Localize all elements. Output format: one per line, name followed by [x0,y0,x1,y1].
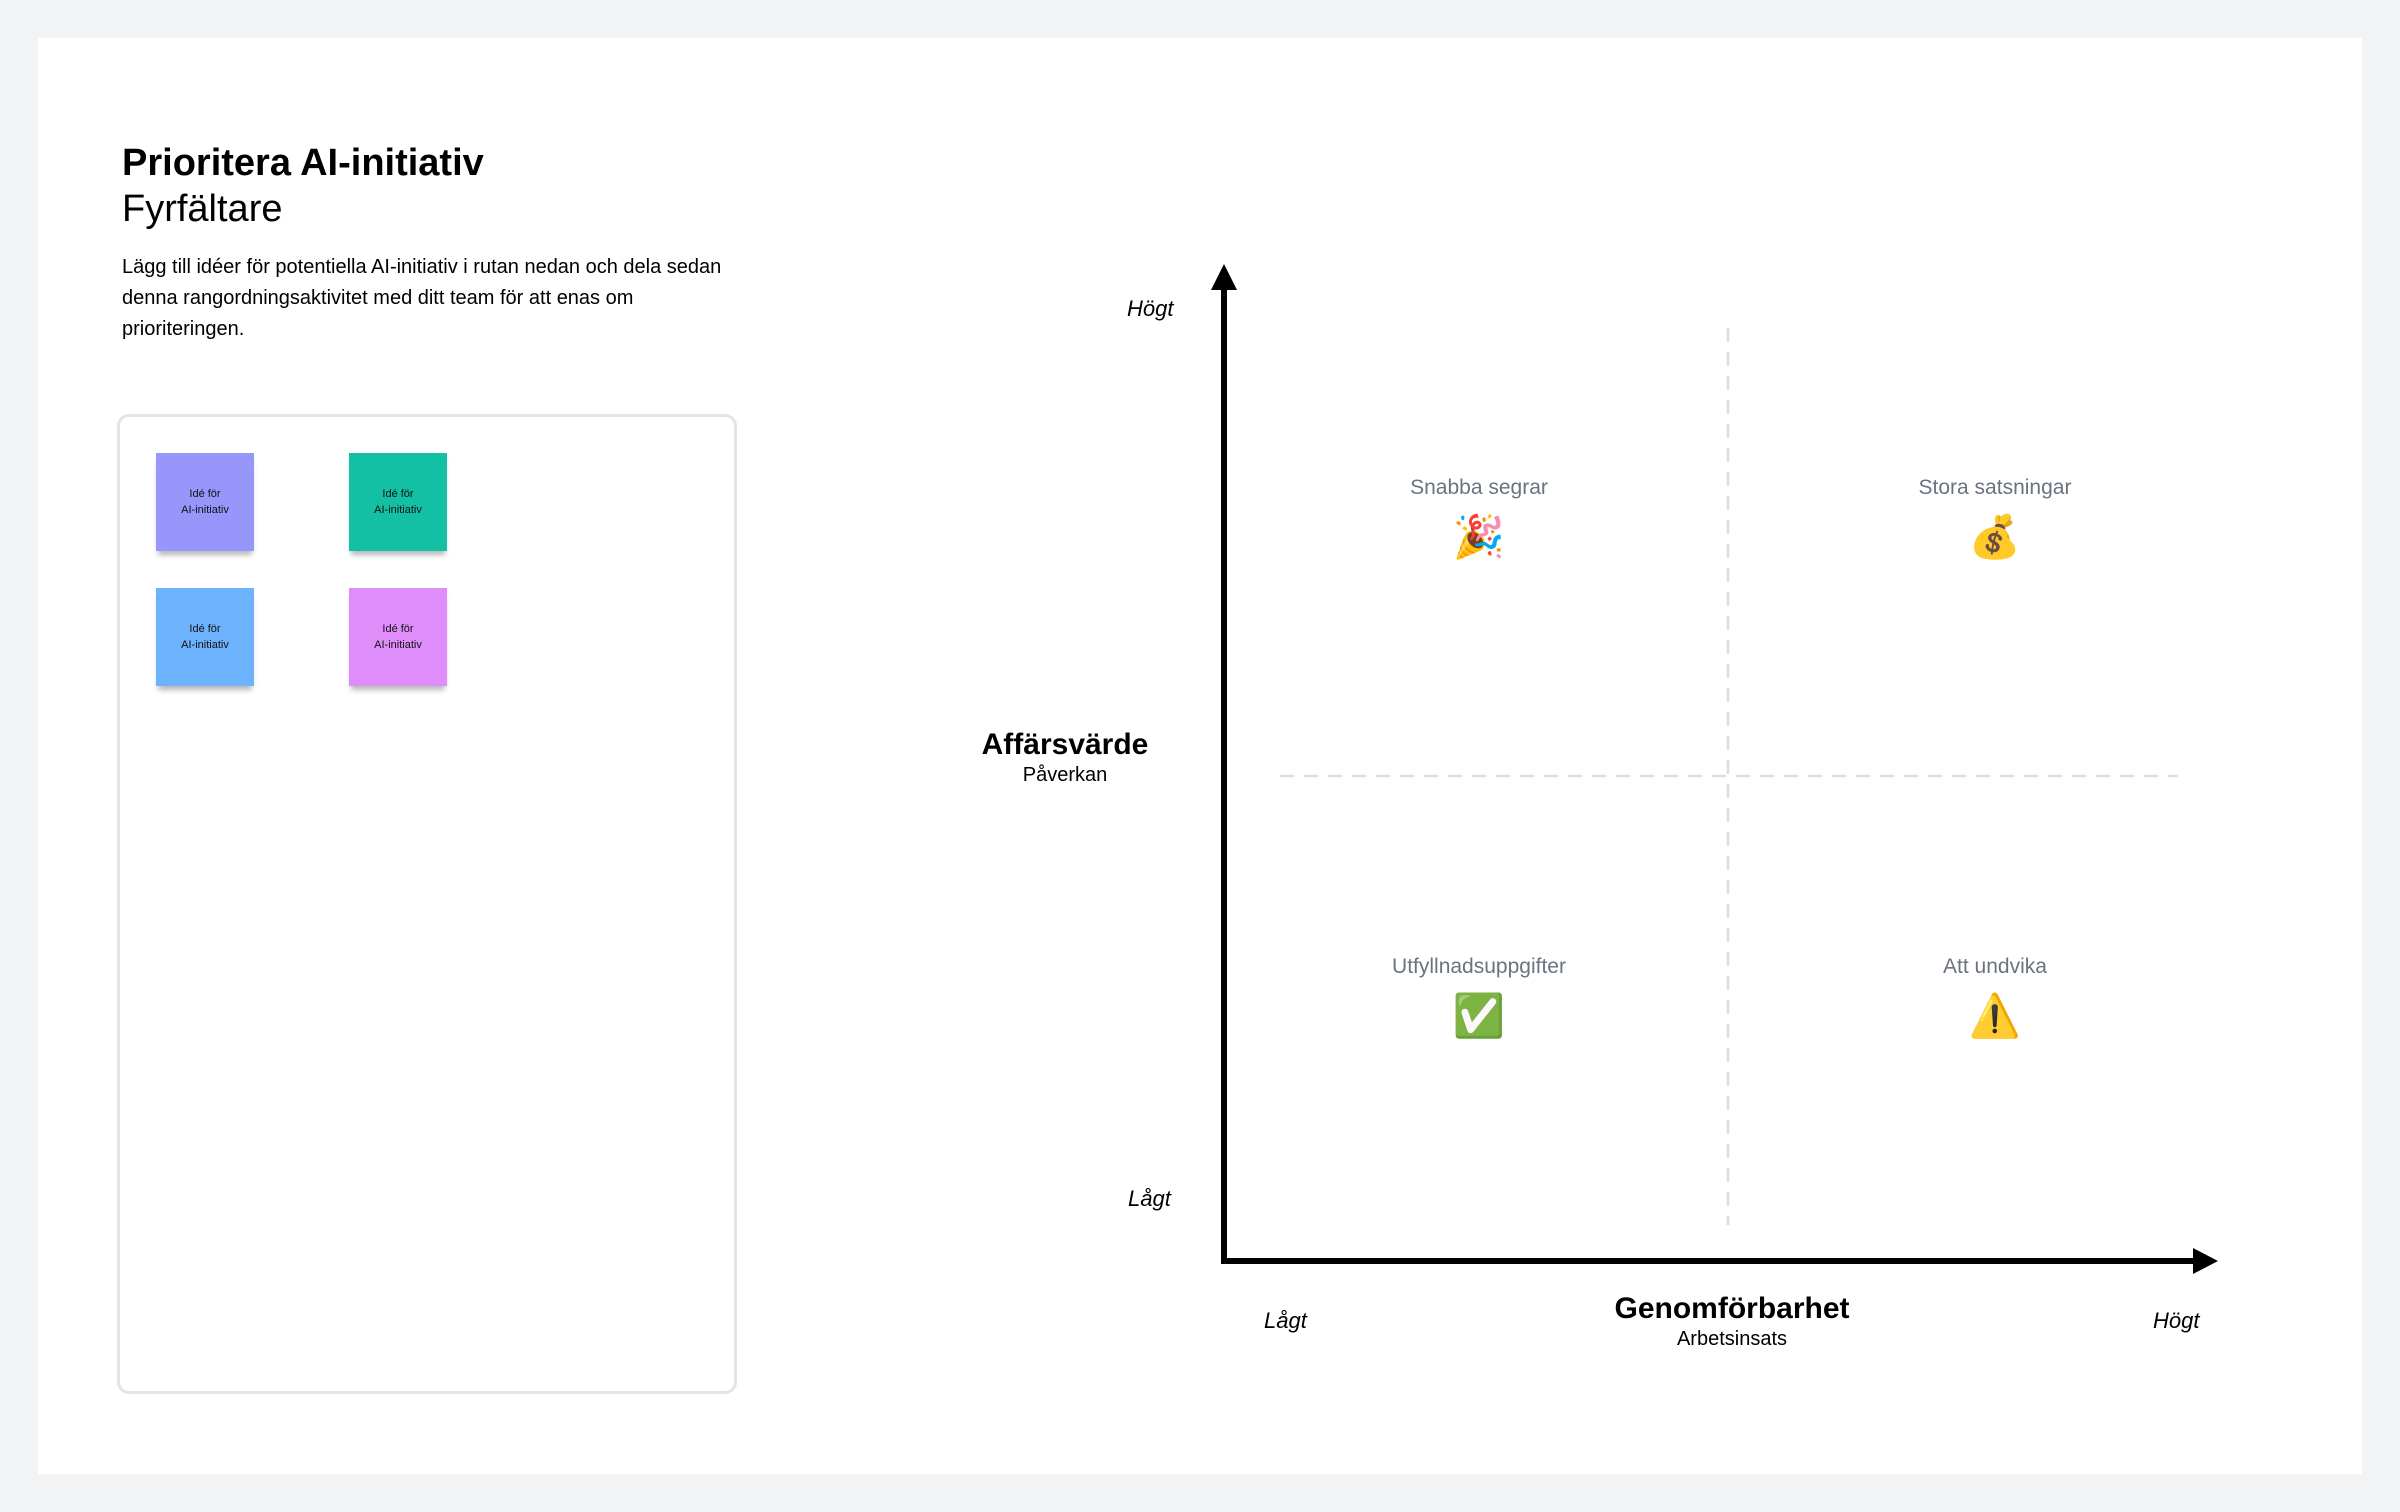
sticky-note-idea-2[interactable]: Idé för AI-initiativ [349,453,447,551]
check-mark-icon: ✅ [1452,992,1506,1039]
sticky-note-text: Idé för [382,488,414,500]
x-axis-title-main: Genomförbarhet [1614,1292,1850,1325]
quadrant-top-right: Stora satsningar 💰 [1795,474,2195,564]
x-axis-title: Genomförbarhet Arbetsinsats [1582,1292,1882,1352]
sticky-note-text: AI-initiativ [181,504,229,516]
instructions-text: Lägg till idéer för potentiella AI-initi… [122,256,722,340]
quadrant-top-left: Snabba segrar 🎉 [1279,474,1679,564]
page-title: Prioritera AI-initiativ [122,142,484,184]
y-axis-title-main: Affärsvärde [981,728,1149,761]
x-axis-high-label: Högt [2153,1308,2200,1333]
sticky-note-idea-1[interactable]: Idé för AI-initiativ [156,453,254,551]
sticky-note-text: AI-initiativ [374,639,422,651]
money-bag-icon: 💰 [1968,513,2022,560]
page-subtitle: Fyrfältare [122,188,283,230]
y-axis-title-sub: Påverkan [1022,764,1108,786]
sticky-note-idea-4[interactable]: Idé för AI-initiativ [349,588,447,686]
sticky-note-idea-3[interactable]: Idé för AI-initiativ [156,588,254,686]
sticky-note-text: AI-initiativ [374,504,422,516]
quadrant-label-fill-ins: Utfyllnadsuppgifter [1392,955,1566,978]
y-axis-title: Affärsvärde Påverkan [940,728,1190,788]
x-axis-title-sub: Arbetsinsats [1676,1328,1788,1350]
y-axis-high-label: Högt [1127,296,1174,321]
party-popper-icon: 🎉 [1452,513,1506,560]
sticky-note-text: Idé för [189,623,221,635]
idea-container[interactable]: Idé för AI-initiativ Idé för AI-initiativ … [117,414,737,1394]
quadrant-label-avoid: Att undvika [1943,955,2047,978]
x-axis-arrowhead [2193,1248,2218,1274]
y-axis-low-label: Lågt [1128,1186,1171,1211]
sticky-note-text: Idé för [382,623,414,635]
quadrant-bottom-right: Att undvika ⚠️ [1795,953,2195,1043]
warning-icon: ⚠️ [1968,992,2022,1039]
quadrant-label-quick-wins: Snabba segrar [1410,476,1548,499]
quadrant-bottom-left: Utfyllnadsuppgifter ✅ [1279,953,1679,1043]
x-axis-low-label: Lågt [1264,1308,1307,1333]
quadrant-label-big-bets: Stora satsningar [1918,476,2072,499]
sticky-note-text: AI-initiativ [181,639,229,651]
sticky-note-text: Idé för [189,488,221,500]
y-axis-arrowhead [1211,264,1237,290]
